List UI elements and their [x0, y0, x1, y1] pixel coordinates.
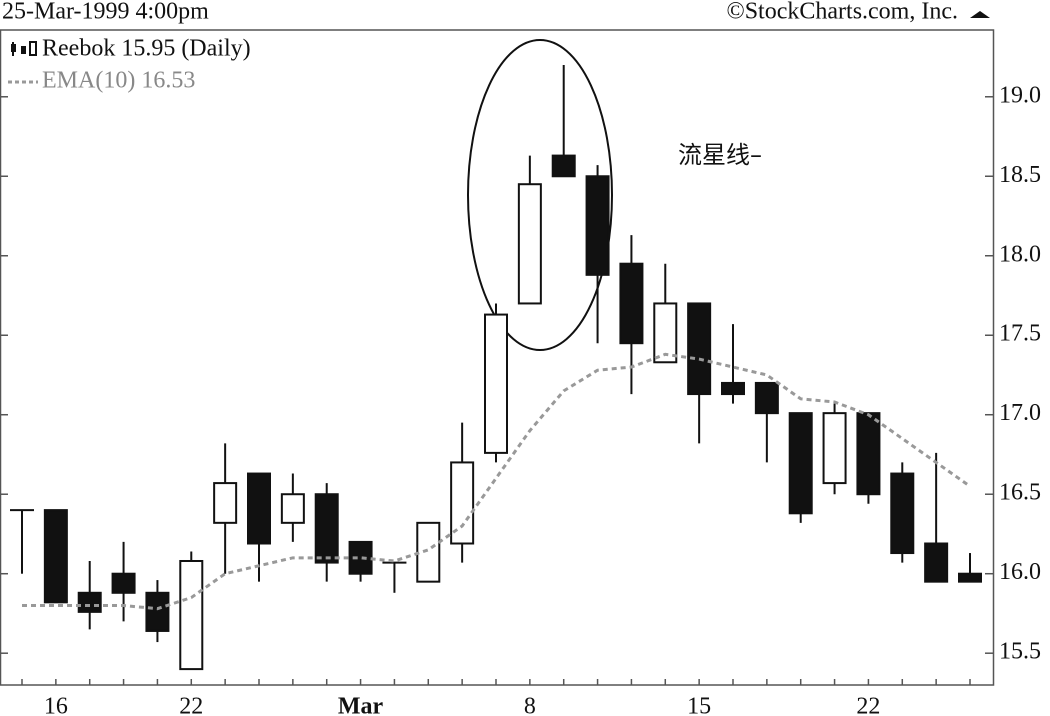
x-tick-label: Mar: [338, 694, 384, 716]
candle-body: [77, 591, 102, 613]
candle-body: [517, 183, 542, 305]
copyright: ©StockCharts.com, Inc.: [726, 0, 958, 25]
candle-body: [179, 559, 204, 671]
legend-label: Reebok 15.95 (Daily): [42, 36, 251, 62]
y-tick-label: 18.5: [999, 162, 1041, 188]
candle-body: [111, 572, 136, 594]
candle-body: [890, 472, 915, 555]
legend-label: EMA(10) 16.53: [42, 68, 195, 94]
candle-body: [213, 482, 238, 524]
y-tick-label: 16.5: [999, 480, 1041, 506]
y-tick-label: 19.0: [999, 82, 1041, 108]
candle-body: [416, 521, 441, 583]
candle-body: [856, 412, 881, 496]
candle-body: [484, 313, 508, 454]
y-tick-label: 17.5: [999, 321, 1041, 347]
x-tick-label: 22: [179, 694, 203, 716]
legend-icon: [11, 41, 37, 56]
candle-body: [247, 472, 271, 545]
candle-body: [314, 493, 339, 564]
chart-title: 25-Mar-1999 4:00pm: [2, 0, 209, 25]
candle-body: [585, 175, 610, 276]
candle-body: [619, 262, 644, 345]
y-tick-label: 16.0: [999, 559, 1041, 585]
candle-body: [145, 591, 170, 632]
logo-icon: [970, 11, 990, 18]
annotation: 流星线–: [678, 141, 762, 169]
highlight-ellipse: [467, 39, 613, 351]
candle-body: [687, 302, 712, 396]
candle-body: [754, 381, 779, 415]
x-tick-label: 8: [524, 694, 536, 716]
candle-body: [822, 412, 847, 485]
candle-body: [924, 542, 949, 583]
x-tick-label: 22: [856, 694, 880, 716]
y-tick-label: 17.0: [999, 400, 1041, 426]
y-tick-label: 18.0: [999, 241, 1041, 267]
x-tick-label: 15: [687, 694, 711, 716]
candle-body: [450, 461, 475, 545]
candle-body: [653, 302, 678, 364]
candle-body: [280, 493, 305, 524]
candle-body: [958, 572, 982, 583]
x-tick-label: 16: [44, 694, 68, 716]
candle-body: [551, 154, 576, 178]
y-tick-label: 15.5: [999, 639, 1041, 665]
candle-body: [788, 412, 813, 515]
plot-frame: [0, 29, 995, 686]
candle-body: [43, 509, 68, 604]
candle-body: [721, 381, 745, 396]
